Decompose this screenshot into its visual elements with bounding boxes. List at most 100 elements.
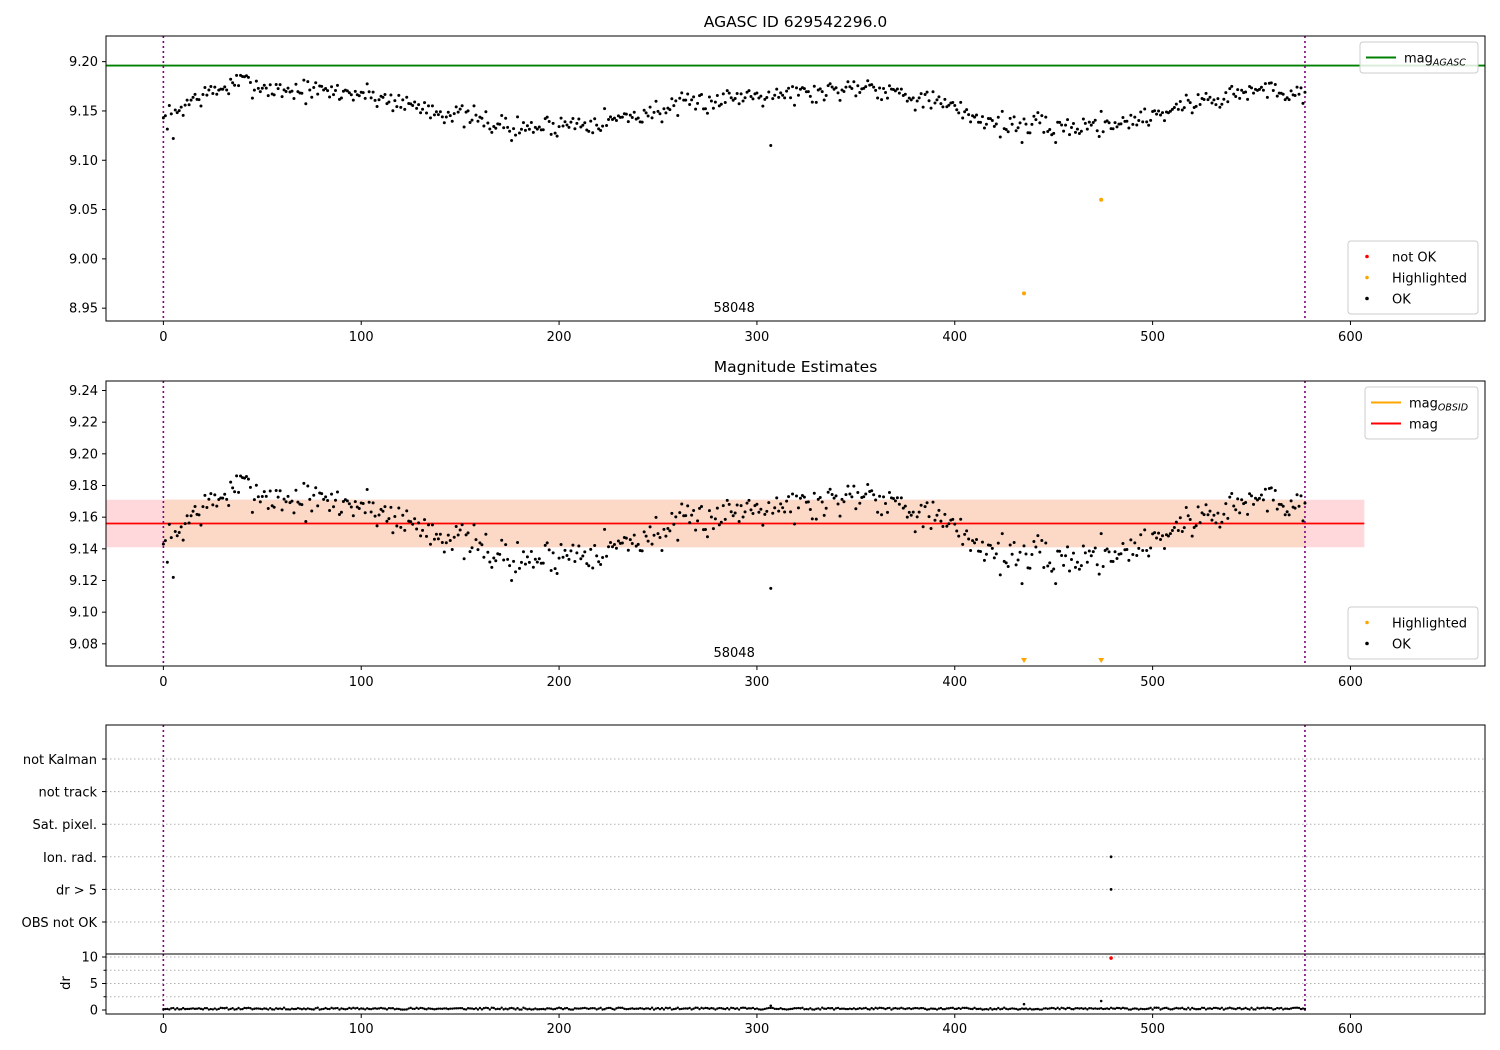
ok-point [395, 105, 399, 109]
ok-point [213, 85, 217, 89]
ok-point [444, 115, 448, 119]
ok-point [547, 119, 551, 123]
ok-point [1190, 111, 1194, 115]
ok-point [191, 509, 195, 513]
ok-point [1182, 106, 1186, 110]
dr-point [421, 1006, 424, 1010]
ok-point [454, 105, 458, 109]
dr-point [506, 1008, 509, 1011]
ok-point [256, 86, 260, 90]
ok-point [304, 102, 308, 106]
ok-point [1127, 558, 1131, 562]
ok-point [642, 108, 646, 112]
x-tick-label: 400 [942, 330, 967, 345]
ok-point [268, 489, 272, 493]
ok-point [830, 85, 834, 89]
dr-point [961, 1006, 964, 1009]
ok-point [1218, 105, 1222, 109]
dr-point [259, 1007, 262, 1011]
dr-point [943, 1007, 947, 1011]
ok-point [278, 83, 282, 87]
dr-point [290, 1007, 294, 1010]
dr-point [375, 1007, 379, 1010]
dr-point [991, 1008, 994, 1011]
dr-point [324, 1006, 327, 1010]
flag-label: not Kalman [23, 753, 97, 768]
dr-point [702, 1007, 705, 1010]
dr-point [205, 1006, 209, 1010]
ok-point [951, 517, 955, 521]
ok-point [545, 541, 549, 545]
ok-point [660, 120, 664, 124]
ok-point [1083, 121, 1087, 125]
ok-point [852, 484, 856, 488]
ok-point [371, 90, 375, 94]
ok-point [729, 510, 733, 514]
ok-point [773, 506, 777, 510]
ok-point [1060, 123, 1064, 127]
dr-point [255, 1007, 258, 1010]
ok-point [1232, 92, 1236, 96]
ok-point [777, 95, 781, 99]
ok-point [850, 86, 854, 90]
dr-point [1052, 1006, 1055, 1010]
ok-point [1184, 506, 1188, 510]
ok-point [990, 546, 994, 550]
flag-label: dr > 5 [56, 883, 97, 898]
ok-point [302, 78, 306, 82]
ok-point [177, 531, 181, 535]
dr-point [207, 1008, 211, 1011]
ok-point [1085, 127, 1089, 131]
ok-point [783, 510, 787, 514]
dr-point [542, 1007, 545, 1011]
ok-point [937, 508, 941, 512]
ok-point [1155, 112, 1159, 116]
ok-point [1054, 582, 1058, 586]
ok-point [919, 503, 923, 507]
dr-point [496, 1007, 499, 1011]
ok-point [644, 111, 648, 115]
ok-point [684, 98, 688, 102]
ok-point [521, 121, 525, 125]
ok-point [909, 98, 913, 102]
ok-point [1105, 119, 1109, 123]
ok-point [901, 506, 905, 510]
dr-point [635, 1007, 638, 1010]
ok-point [822, 98, 826, 102]
dr-point [346, 1007, 349, 1011]
ok-point [521, 550, 525, 554]
ok-point [751, 512, 755, 516]
ok-point [767, 501, 771, 505]
dr-point [470, 1007, 474, 1010]
dr-point [832, 1008, 836, 1011]
ok-point [595, 554, 599, 558]
ok-point [947, 522, 951, 526]
dr-point [544, 1008, 547, 1011]
ok-point [525, 124, 529, 128]
dr-point [344, 1008, 347, 1011]
ok-point [781, 506, 785, 510]
dr-point [453, 1007, 456, 1010]
dr-point [286, 1008, 290, 1011]
dr-point [1022, 1002, 1026, 1006]
ok-point [399, 105, 403, 109]
ok-point [1206, 98, 1210, 102]
ok-point [383, 93, 387, 97]
dr-point [257, 1007, 260, 1010]
ok-point [466, 109, 470, 113]
ok-point [929, 106, 933, 110]
dr-point [1295, 1006, 1299, 1009]
ok-point [988, 543, 992, 547]
ok-point [700, 92, 704, 96]
dr-point [217, 1007, 220, 1011]
dr-point [884, 1007, 887, 1011]
ok-point [1174, 520, 1178, 524]
ok-point [391, 531, 395, 535]
ok-point [389, 93, 393, 97]
ok-point [434, 110, 438, 114]
ok-point [626, 120, 630, 124]
dr-point [593, 1007, 596, 1010]
ok-point [1131, 553, 1135, 557]
dr-point [546, 1007, 549, 1010]
